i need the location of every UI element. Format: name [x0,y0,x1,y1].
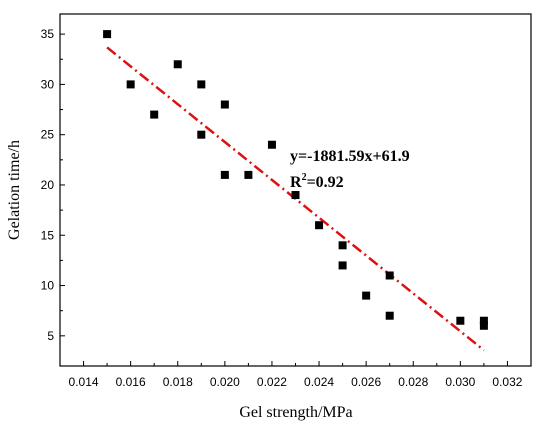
data-point [220,100,229,109]
y-tick-label: 30 [41,77,55,91]
data-point [126,80,135,89]
x-tick-label: 0.020 [210,375,240,389]
r-squared-annotation: R2=0.92 [290,172,344,191]
x-tick-label: 0.014 [69,375,99,389]
data-point [338,261,347,270]
data-point [362,291,371,300]
y-tick-label: 25 [41,128,55,142]
data-point [173,60,182,69]
equation-annotation: y=-1881.59x+61.9 [290,148,410,165]
data-point [338,241,347,250]
y-axis-ticks: 5 10 15 20 25 30 35 [41,27,65,343]
data-point [197,80,206,89]
data-point [315,221,324,230]
r-squared-value: =0.92 [307,174,344,191]
x-axis-ticks: 0.014 0.016 0.018 0.020 0.022 0.024 0.026 0.028… [69,361,523,389]
y-axis-title: Gelation time/h [6,140,23,240]
x-tick-label: 0.030 [445,375,475,389]
y-tick-label: 20 [41,178,55,192]
x-tick-label: 0.018 [163,375,193,389]
x-tick-label: 0.016 [116,375,146,389]
data-point [150,110,159,119]
x-tick-label: 0.022 [257,375,287,389]
y-tick-label: 35 [41,27,55,41]
y-tick-label: 15 [41,228,55,242]
data-points [103,30,488,330]
data-point [197,130,206,139]
x-tick-label: 0.028 [398,375,428,389]
data-point [385,271,394,280]
x-tick-label: 0.032 [492,375,522,389]
data-point [103,30,112,39]
r-squared-superscript: 2 [302,172,307,183]
data-point [244,170,253,179]
x-tick-label: 0.026 [351,375,381,389]
data-point [385,311,394,320]
data-point [267,140,276,149]
x-tick-label: 0.024 [304,375,334,389]
y-tick-label: 10 [41,279,55,293]
data-point [479,321,488,330]
y-tick-label: 5 [47,329,54,343]
x-axis-title: Gel strength/MPa [239,404,352,421]
data-point [479,316,488,325]
data-point [220,170,229,179]
r-squared-letter: R [290,174,302,191]
data-point [291,191,300,200]
data-point [456,316,465,325]
